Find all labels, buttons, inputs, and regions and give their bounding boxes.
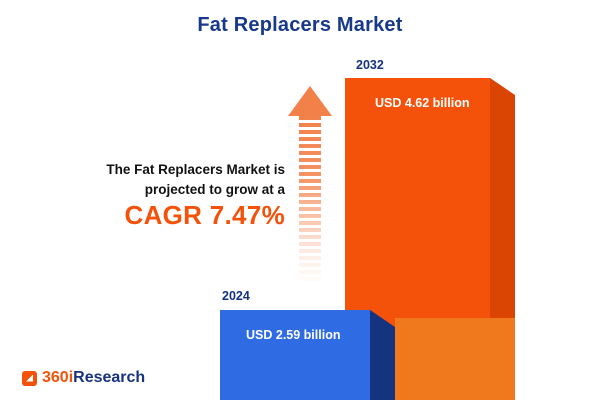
description-line-2: projected to grow at a xyxy=(144,181,285,197)
logo-text-prefix: 360i xyxy=(42,369,74,386)
year-label-2024: 2024 xyxy=(222,289,250,303)
page-title: Fat Replacers Market xyxy=(197,14,403,36)
value-label-2024: USD 2.59 billion xyxy=(246,328,341,342)
logo-mark-icon xyxy=(22,370,37,386)
logo-text-suffix: Research xyxy=(73,369,146,386)
logo-text: 360iResearch xyxy=(42,369,145,387)
bar-2024-side-face xyxy=(370,310,395,400)
cagr-value: CAGR 7.47% xyxy=(124,200,285,230)
description-line-1: The Fat Replacers Market is xyxy=(106,162,285,177)
value-label-2032: USD 4.62 billion xyxy=(375,96,470,110)
growth-description: The Fat Replacers Market is projected to… xyxy=(55,160,285,199)
growth-arrow-fade xyxy=(298,116,322,286)
year-label-2032: 2032 xyxy=(356,58,384,72)
logo: 360iResearch xyxy=(22,369,145,387)
arrow-up-icon xyxy=(288,86,332,116)
bar-2024 xyxy=(220,310,370,400)
bar-2032-lower-shade xyxy=(395,318,515,400)
